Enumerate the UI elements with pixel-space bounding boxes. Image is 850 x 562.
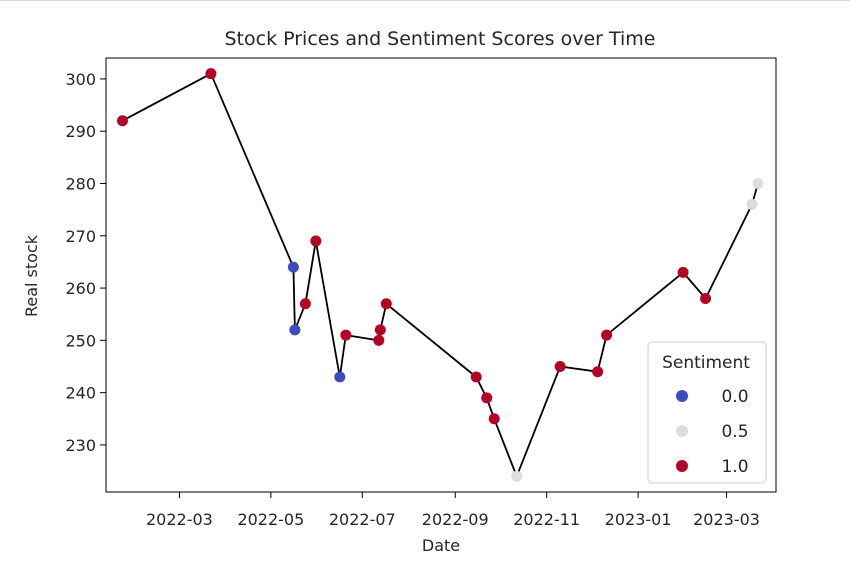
data-point <box>592 366 604 378</box>
legend-marker <box>676 390 688 402</box>
x-tick-label: 2023-01 <box>605 510 672 529</box>
x-tick-label: 2022-09 <box>422 510 489 529</box>
y-axis-label: Real stock <box>22 234 41 317</box>
legend-marker <box>676 460 688 472</box>
data-point <box>289 324 301 336</box>
data-point <box>746 198 758 210</box>
data-point <box>700 293 712 305</box>
legend-label: 1.0 <box>721 457 748 477</box>
y-tick-label: 270 <box>65 227 96 246</box>
y-tick-label: 290 <box>65 122 96 141</box>
y-tick-label: 250 <box>65 331 96 350</box>
data-point <box>334 371 346 383</box>
plot-frame <box>105 57 777 493</box>
data-point <box>752 177 764 189</box>
x-tick-label: 2022-11 <box>513 510 580 529</box>
data-point <box>373 334 385 346</box>
x-tick-label: 2022-03 <box>146 510 213 529</box>
screenshot-top-border <box>0 0 850 1</box>
legend: Sentiment 0.0 0.5 1.0 <box>647 341 767 484</box>
legend-entries: 0.0 0.5 1.0 <box>676 387 749 477</box>
y-tick-label: 240 <box>65 384 96 403</box>
x-axis-label: Date <box>422 536 460 555</box>
data-points <box>116 68 764 482</box>
data-point <box>340 329 352 341</box>
data-point <box>554 361 566 373</box>
data-point <box>380 298 392 310</box>
x-tick-label: 2023-03 <box>693 510 760 529</box>
data-point <box>205 68 217 80</box>
data-point <box>488 413 500 425</box>
legend-label: 0.5 <box>721 422 748 442</box>
x-tick-label: 2022-07 <box>329 510 396 529</box>
data-point <box>374 324 386 336</box>
legend-box <box>647 341 767 484</box>
data-point <box>470 371 482 383</box>
price-line <box>122 72 759 478</box>
x-axis-ticks: 2022-03 2022-05 2022-07 2022-09 2022-11 2023-… <box>146 492 760 529</box>
data-point <box>299 298 311 310</box>
data-point <box>601 329 613 341</box>
data-point <box>310 235 322 247</box>
y-tick-label: 300 <box>65 70 96 89</box>
x-tick-label: 2022-05 <box>237 510 304 529</box>
data-point <box>677 266 689 278</box>
data-point <box>481 392 493 404</box>
legend-marker <box>676 425 688 437</box>
data-point <box>116 115 128 127</box>
data-point <box>511 470 523 482</box>
legend-title: Sentiment <box>662 353 750 373</box>
chart-title: Stock Prices and Sentiment Scores over T… <box>224 28 655 50</box>
y-tick-label: 280 <box>65 174 96 193</box>
y-tick-label: 260 <box>65 279 96 298</box>
y-axis-ticks: 230 240 250 260 270 280 290 300 <box>65 70 106 455</box>
legend-label: 0.0 <box>721 387 748 407</box>
data-point <box>287 261 299 273</box>
y-tick-label: 230 <box>65 436 96 455</box>
